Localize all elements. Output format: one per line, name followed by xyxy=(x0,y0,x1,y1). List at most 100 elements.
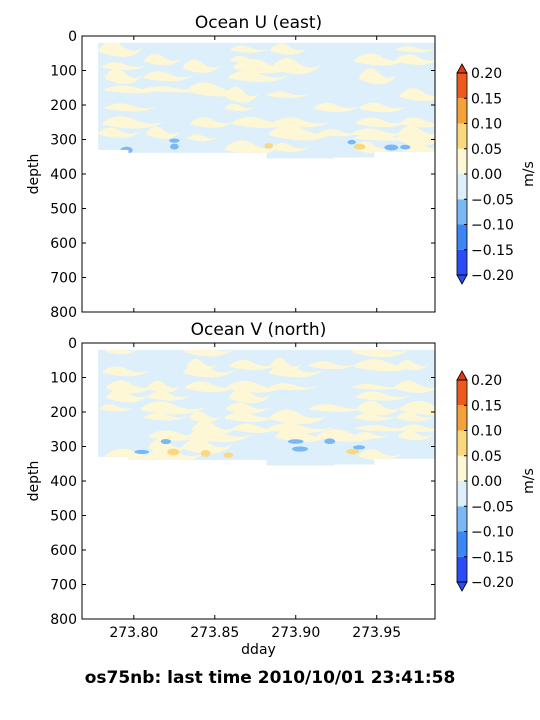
colorbar-segment xyxy=(457,405,467,431)
positive-patch xyxy=(192,420,435,436)
y-tick-label: 0 xyxy=(68,336,77,352)
y-tick-label: 200 xyxy=(50,98,77,114)
colorbar-tick-label: 0.10 xyxy=(471,424,502,440)
positive-patch xyxy=(104,82,247,97)
colorbar-tick-label: −0.20 xyxy=(471,268,514,284)
negative-patch xyxy=(287,439,304,444)
field-patches xyxy=(98,42,435,156)
x-axis-label: dday xyxy=(241,642,276,658)
y-axis-label: depth xyxy=(26,461,42,502)
colorbar-segment xyxy=(457,380,467,406)
y-tick-label: 800 xyxy=(50,305,77,321)
y-tick-label: 400 xyxy=(50,167,77,183)
colorbar-tick-label: 0.20 xyxy=(471,66,502,82)
y-tick-label: 500 xyxy=(50,202,77,218)
positive-patch xyxy=(98,125,435,141)
y-tick-label: 600 xyxy=(50,236,77,252)
strong-positive-patch xyxy=(264,143,274,149)
strong-positive-patch xyxy=(167,448,180,456)
y-tick-label: 400 xyxy=(50,474,77,490)
colorbar-tick-label: −0.15 xyxy=(471,550,514,566)
negative-patch xyxy=(169,138,180,143)
y-tick-label: 700 xyxy=(50,271,77,287)
positive-patch xyxy=(102,58,322,75)
x-tick-label: 273.95 xyxy=(352,625,401,641)
colorbar-segment xyxy=(457,481,467,507)
colorbar: −0.20 −0.15 −0.10 −0.05 0.00 0.05 0.10 0.15 0.20… xyxy=(456,370,537,592)
negative-patch xyxy=(160,438,172,445)
colorbar-segment xyxy=(457,430,467,456)
y-tick-label: 300 xyxy=(50,440,77,456)
positive-patch xyxy=(106,388,412,404)
colorbar-segment xyxy=(457,98,467,124)
negative-patch xyxy=(347,139,356,145)
colorbar-tick-label: 0.00 xyxy=(471,474,502,490)
colorbar-tick-label: −0.10 xyxy=(471,525,514,541)
colorbar-segment xyxy=(457,148,467,174)
positive-patch xyxy=(98,42,435,57)
positive-patch xyxy=(106,380,435,394)
negative-patch xyxy=(324,438,336,445)
colorbar-tick-label: 0.15 xyxy=(471,91,502,107)
positive-patch xyxy=(187,357,430,373)
contour-field xyxy=(98,42,435,159)
positive-patch xyxy=(148,428,435,443)
positive-patch xyxy=(105,447,402,462)
colorbar-label: m/s xyxy=(521,468,537,494)
positive-patch xyxy=(105,349,410,358)
x-tick-label: 273.90 xyxy=(271,625,320,641)
colorbar-segment xyxy=(457,123,467,149)
colorbar: −0.20 −0.15 −0.10 −0.05 0.00 0.05 0.10 0.15 0.20… xyxy=(456,63,537,285)
positive-patch xyxy=(102,365,324,378)
field-patches xyxy=(99,349,435,462)
colorbar-segment xyxy=(457,531,467,557)
colorbar-tick-label: −0.20 xyxy=(471,575,514,591)
negative-patch xyxy=(384,144,399,151)
negative-patch xyxy=(170,143,179,150)
panel-ocean-u: Ocean U (east) 0 100 200 300 400 500 600 700 800 d… xyxy=(26,13,537,321)
colorbar-extend-bottom xyxy=(456,274,468,285)
colorbar-tick-label: 0.10 xyxy=(471,117,502,133)
y-tick-label: 300 xyxy=(50,133,77,149)
footer-text: os75nb: last time 2010/10/01 23:41:58 xyxy=(85,668,456,688)
x-tick-label: 273.80 xyxy=(109,625,158,641)
negative-patch xyxy=(292,446,308,452)
colorbar-extend-top xyxy=(456,370,468,381)
colorbar-tick-label: −0.05 xyxy=(471,499,514,515)
colorbar-segment xyxy=(457,199,467,225)
y-tick-label: 700 xyxy=(50,578,77,594)
colorbar-tick-label: 0.05 xyxy=(471,449,502,465)
colorbar-tick-label: −0.05 xyxy=(471,192,514,208)
colorbar-tick-label: 0.05 xyxy=(471,142,502,158)
panel-ocean-v: Ocean V (north) 0 100 200 300 400 500 600 700 800… xyxy=(26,320,537,658)
y-tick-label: 600 xyxy=(50,543,77,559)
y-tick-label: 100 xyxy=(50,371,77,387)
colorbar-segment xyxy=(457,506,467,532)
y-tick-label: 500 xyxy=(50,509,77,525)
negative-patch xyxy=(353,445,366,450)
y-tick-label: 800 xyxy=(50,612,77,628)
positive-patch xyxy=(144,53,435,66)
strong-positive-patch xyxy=(353,143,366,150)
contour-field xyxy=(98,349,435,466)
colorbar-tick-label: 0.20 xyxy=(471,373,502,389)
colorbar-label: m/s xyxy=(521,161,537,187)
colorbar-extend-bottom xyxy=(456,581,468,592)
negative-patch xyxy=(134,449,150,455)
colorbar-segment xyxy=(457,556,467,582)
colorbar-segment xyxy=(457,455,467,481)
y-tick-label: 0 xyxy=(68,29,77,45)
colorbar-segment xyxy=(457,224,467,250)
positive-patch xyxy=(104,102,407,113)
colorbar-tick-label: 0.15 xyxy=(471,398,502,414)
positive-patch xyxy=(225,139,435,156)
strong-positive-patch xyxy=(200,449,211,457)
negative-patch xyxy=(400,144,411,150)
positive-patch xyxy=(225,86,435,103)
y-tick-label: 200 xyxy=(50,405,77,421)
colorbar-segment xyxy=(457,73,467,99)
colorbar-extend-top xyxy=(456,63,468,74)
colorbar-tick-label: −0.10 xyxy=(471,218,514,234)
colorbar-tick-label: −0.15 xyxy=(471,243,514,259)
